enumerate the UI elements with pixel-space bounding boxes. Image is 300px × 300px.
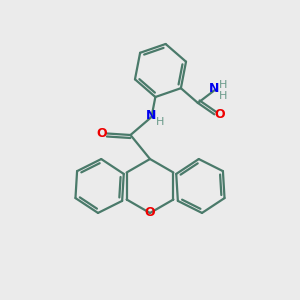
Text: H: H [219, 80, 227, 90]
Text: N: N [209, 82, 220, 95]
Text: H: H [219, 91, 227, 101]
Text: O: O [96, 127, 107, 140]
Text: O: O [145, 206, 155, 220]
Text: H: H [156, 116, 164, 127]
Text: N: N [146, 109, 157, 122]
Text: O: O [214, 108, 225, 121]
